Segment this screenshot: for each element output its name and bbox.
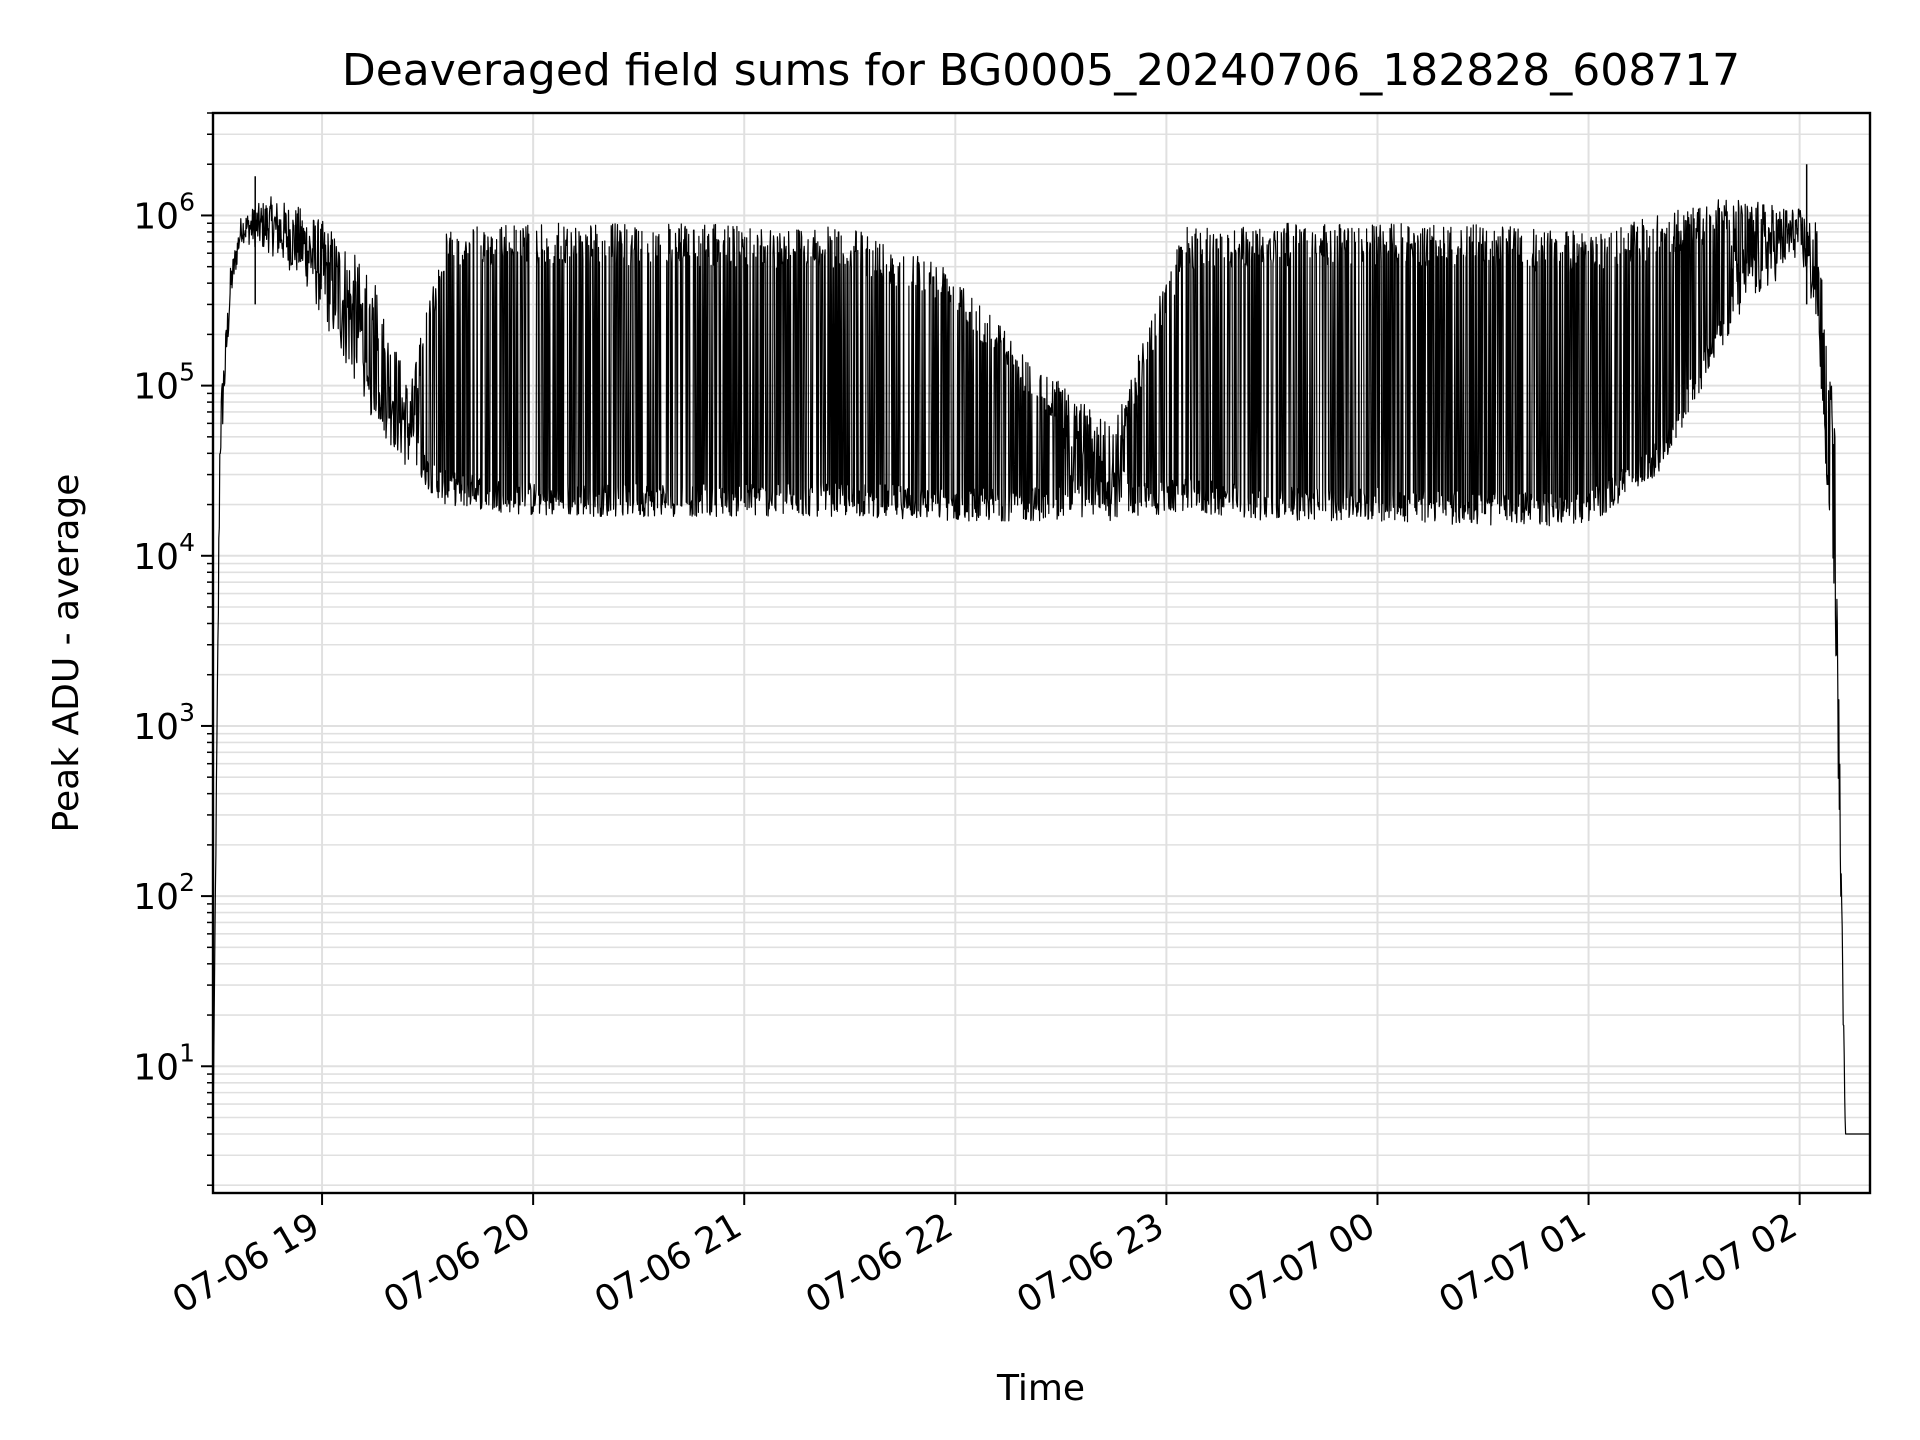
y-tick-base: 10 <box>133 367 179 408</box>
plot-line <box>212 164 1871 1135</box>
y-tick-exponent: 2 <box>179 868 195 897</box>
y-tick-label: 102 <box>133 868 195 918</box>
y-tick-exponent: 4 <box>179 528 195 557</box>
y-tick-label: 101 <box>133 1038 195 1088</box>
y-tick-exponent: 5 <box>179 358 195 387</box>
x-axis-label: Time <box>996 1368 1085 1409</box>
y-tick-label: 104 <box>133 528 195 578</box>
y-tick-exponent: 6 <box>179 187 195 216</box>
y-tick-base: 10 <box>133 1047 179 1088</box>
y-tick-base: 10 <box>133 877 179 918</box>
x-axis: 07-06 19 07-06 20 07-06 21 07-06 22 07-06 23… <box>166 1193 1804 1322</box>
x-tick-label: 07-06 22 <box>799 1205 960 1321</box>
plot-frame <box>211 111 1872 1195</box>
y-tick-label: 105 <box>133 358 195 408</box>
x-tick-label: 07-06 23 <box>1010 1205 1171 1321</box>
x-tick-label: 07-07 00 <box>1221 1205 1382 1321</box>
data-series-line <box>212 196 1871 1135</box>
y-tick-base: 10 <box>133 707 179 748</box>
y-tick-exponent: 3 <box>179 698 195 727</box>
y-tick-label: 103 <box>133 698 195 748</box>
x-tick-label: 07-07 01 <box>1432 1205 1593 1321</box>
y-tick-base: 10 <box>133 196 179 237</box>
y-axis-label: Peak ADU - average <box>46 474 87 833</box>
x-tick-label: 07-06 19 <box>166 1205 327 1321</box>
x-tick-label: 07-06 21 <box>588 1205 749 1321</box>
y-tick-label: 106 <box>133 187 195 237</box>
x-tick-label: 07-06 20 <box>377 1205 538 1321</box>
y-tick-base: 10 <box>133 537 179 578</box>
y-tick-exponent: 1 <box>179 1038 195 1067</box>
x-tick-label: 07-07 02 <box>1643 1205 1804 1321</box>
chart-title: Deaveraged field sums for BG0005_2024070… <box>342 45 1740 96</box>
